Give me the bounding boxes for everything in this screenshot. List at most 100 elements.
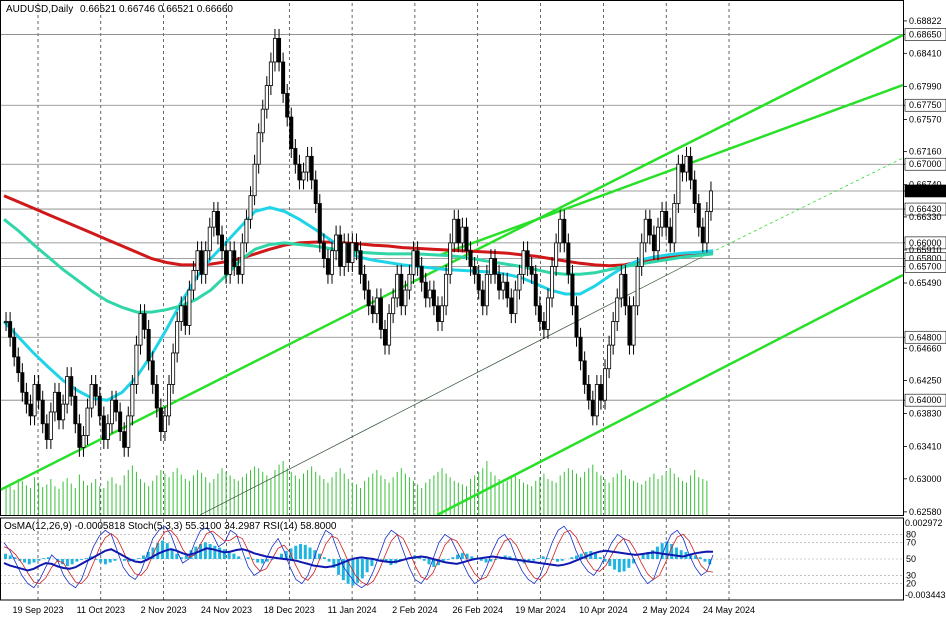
candle-body xyxy=(497,273,502,291)
candle-body xyxy=(566,242,571,275)
osma-bar xyxy=(37,559,41,561)
osma-bar xyxy=(32,559,36,563)
candle-body xyxy=(138,313,143,346)
candle-body xyxy=(260,108,265,134)
osma-bar xyxy=(61,559,65,565)
time-label: 24 Nov 2023 xyxy=(201,605,252,615)
candle-body xyxy=(65,376,70,405)
chart-headers: AUDUSD,Daily 0.66521 0.66746 0.66521 0.6… xyxy=(4,4,337,532)
candle-body xyxy=(52,391,57,413)
candle-body xyxy=(12,336,17,358)
candle-body xyxy=(105,423,110,440)
osma-bar xyxy=(132,559,136,560)
candle-body xyxy=(158,407,163,433)
candle-body xyxy=(684,155,689,173)
candle-body xyxy=(615,297,620,322)
candle-body xyxy=(655,226,660,252)
osma-bar xyxy=(80,559,84,560)
candle-body xyxy=(635,266,640,307)
candle-body xyxy=(24,391,29,405)
osma-bar xyxy=(299,544,303,559)
rsi-level-label: 50 xyxy=(906,554,916,564)
median-extension xyxy=(699,157,904,259)
price-tick-label: 0.64250 xyxy=(909,376,942,386)
osma-bar xyxy=(23,559,27,563)
candle-body xyxy=(611,321,616,346)
candle-body xyxy=(256,132,261,165)
candle-body xyxy=(346,242,351,263)
candle-body xyxy=(334,234,339,252)
candle-body xyxy=(203,250,208,275)
candle-body xyxy=(395,273,400,299)
osma-bar xyxy=(279,553,283,559)
candle-body xyxy=(590,399,595,417)
candle-body xyxy=(435,305,440,322)
candle-body xyxy=(574,305,579,338)
candle-body xyxy=(378,297,383,330)
candle-body xyxy=(20,372,25,393)
candle-body xyxy=(8,321,13,338)
osma-bar xyxy=(146,551,150,559)
osma-bar xyxy=(337,559,341,575)
candle-body xyxy=(676,163,681,204)
candle-body xyxy=(114,399,119,413)
osma-bar xyxy=(260,559,264,564)
candle-body xyxy=(325,258,330,275)
candle-body xyxy=(342,242,347,267)
candle-body xyxy=(358,250,363,275)
osma-bar xyxy=(437,559,441,566)
osma-bar xyxy=(670,544,674,559)
osma-bar xyxy=(689,553,693,559)
candle-body xyxy=(118,411,123,433)
price-tick-label: 0.67750 xyxy=(909,100,942,110)
candle-body xyxy=(480,289,485,307)
candle-body xyxy=(660,211,665,228)
price-tick-label: 0.63410 xyxy=(909,442,942,452)
candle-body xyxy=(643,218,648,244)
candle-body xyxy=(680,163,685,173)
candle-body xyxy=(472,266,477,275)
osma-bar xyxy=(332,559,336,568)
candle-body xyxy=(708,190,713,212)
price-tick-label: 0.67000 xyxy=(909,159,942,169)
osma-bar xyxy=(508,556,512,559)
osma-bar xyxy=(708,559,712,565)
osma-bar xyxy=(156,543,160,559)
osma-bar xyxy=(184,554,188,559)
candle-body xyxy=(248,195,253,220)
osma-bar xyxy=(546,558,550,559)
candle-body xyxy=(285,93,290,118)
osma-bar xyxy=(84,558,88,559)
indicator-legend: OsMA(12,26,9) -0.0005818 Stoch(5,3,3) 55… xyxy=(4,521,337,532)
candle-body xyxy=(191,270,196,291)
osma-bar xyxy=(308,547,312,559)
osma-bar xyxy=(208,544,212,559)
osma-bar xyxy=(570,557,574,559)
osma-bar xyxy=(617,559,621,573)
candle-body xyxy=(162,415,167,433)
candle-body xyxy=(16,356,21,374)
candle-body xyxy=(317,203,322,244)
rsi-level-label: 30 xyxy=(906,570,916,580)
osma-bar xyxy=(651,550,655,559)
osma-bar xyxy=(108,559,112,563)
price-tag-box xyxy=(904,202,946,216)
candle-body xyxy=(61,403,66,421)
osma-bar xyxy=(446,559,450,560)
candle-body xyxy=(464,226,469,252)
osma-bar xyxy=(360,559,364,579)
osma-bar xyxy=(560,559,564,561)
candle-body xyxy=(93,384,98,397)
osma-bar xyxy=(613,559,617,570)
candle-body xyxy=(28,403,33,417)
osma-bar xyxy=(303,544,307,559)
candle-body xyxy=(391,297,396,315)
price-tag-box xyxy=(904,236,946,250)
candle-body xyxy=(513,289,518,315)
candle-body xyxy=(142,313,147,330)
osma-bar xyxy=(94,559,98,560)
osma-bar xyxy=(122,559,126,561)
osma-bar xyxy=(479,559,483,561)
candle-body xyxy=(370,305,375,315)
